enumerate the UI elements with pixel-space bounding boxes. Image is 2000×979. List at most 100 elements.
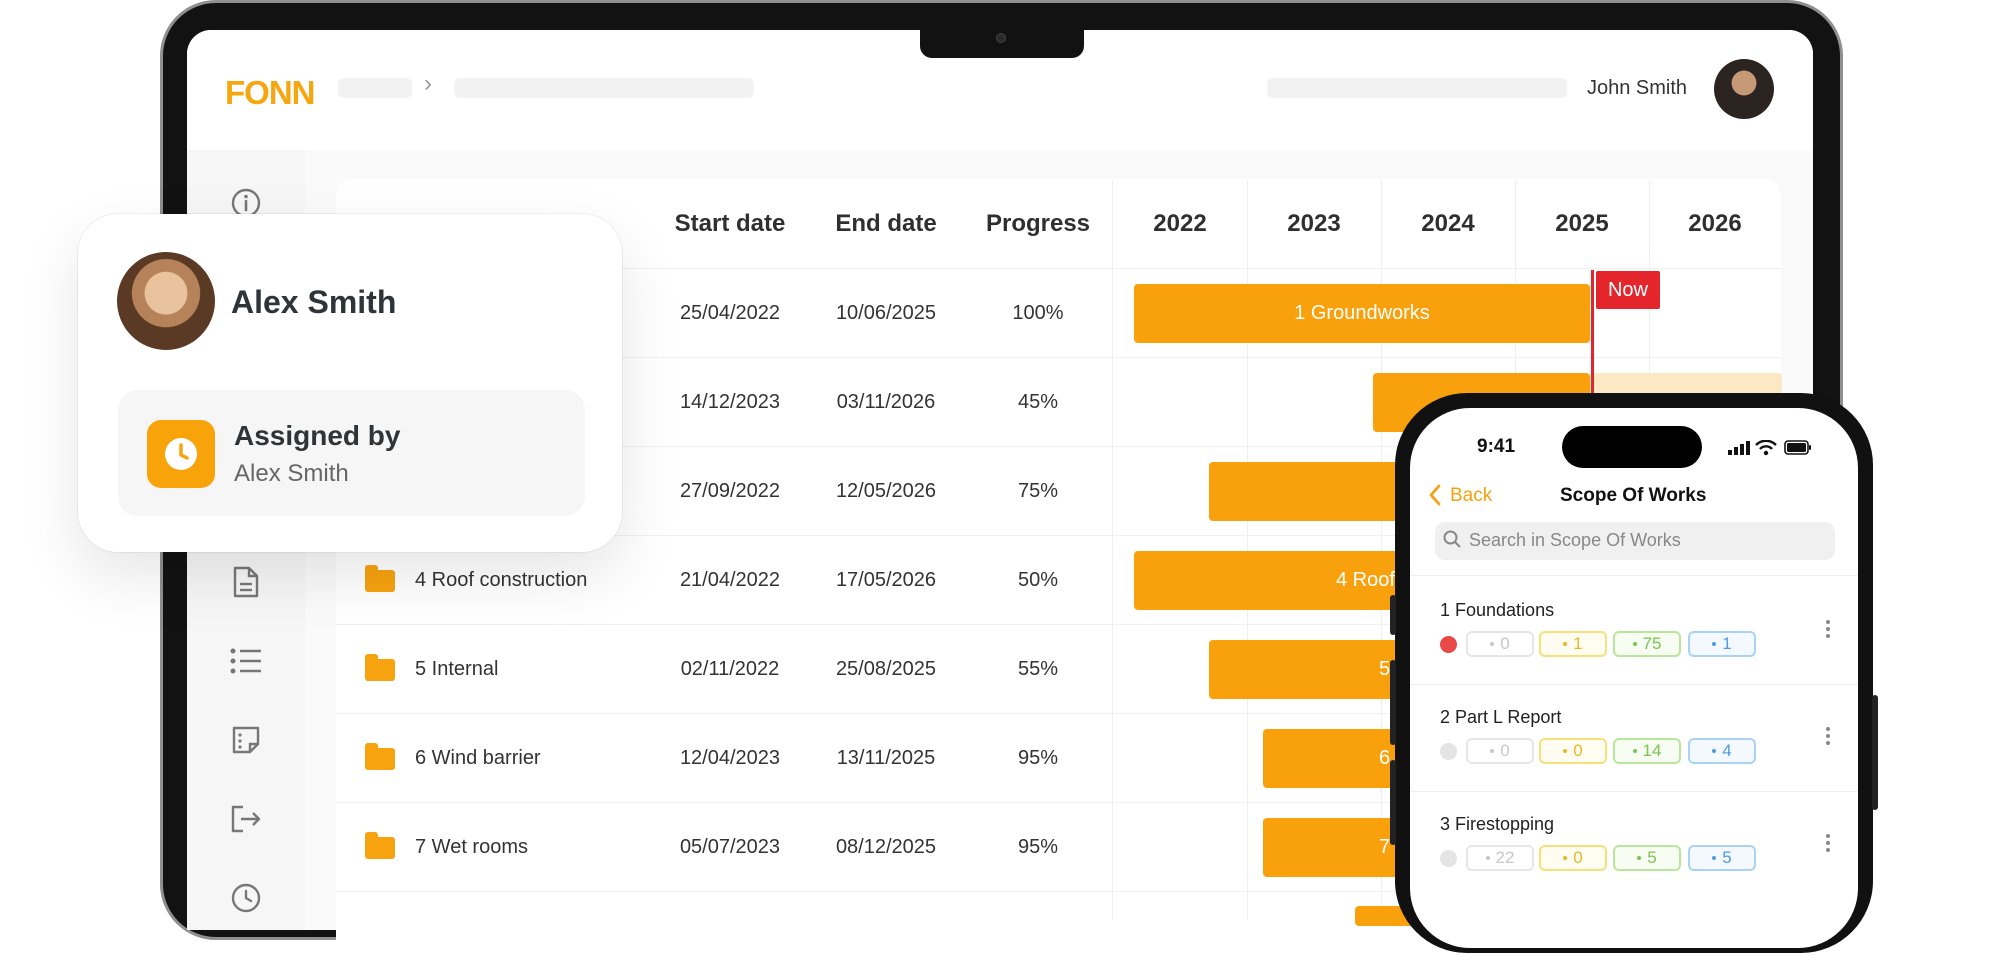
row-divider	[336, 535, 1781, 536]
gantt-bar-label: 7	[1379, 836, 1391, 858]
gantt-bar-label: 4 Roof	[1336, 569, 1395, 591]
end-date: 12/05/2026	[835, 480, 937, 502]
scope-item-title[interactable]: 3 Firestopping	[1440, 814, 1555, 834]
row-name[interactable]: 7 Wet rooms	[415, 836, 528, 858]
progress-value: 55%	[1017, 658, 1059, 680]
start-date: 05/07/2023	[679, 836, 781, 858]
start-date: 02/11/2022	[680, 658, 780, 680]
phone-side-button	[1390, 595, 1396, 635]
start-date: 14/12/2023	[679, 391, 781, 413]
wifi-icon	[1755, 439, 1777, 461]
progress-value: 95%	[1017, 747, 1059, 769]
end-date: 17/05/2026	[835, 569, 937, 591]
now-marker-label: Now	[1596, 271, 1660, 309]
column-header-progress[interactable]: Progress	[985, 210, 1091, 237]
search-input[interactable]	[1435, 522, 1835, 560]
start-date: 25/04/2022	[679, 302, 781, 324]
gantt-bar[interactable]: 1 Groundworks	[1134, 284, 1590, 343]
count-pill: 1	[1539, 631, 1607, 657]
count-pill: 22	[1466, 845, 1534, 871]
count-pill: 0	[1466, 631, 1534, 657]
clock-icon	[147, 420, 215, 488]
more-icon[interactable]	[1826, 727, 1830, 745]
user-avatar[interactable]	[1714, 59, 1774, 119]
signal-icon	[1728, 441, 1750, 460]
battery-icon	[1784, 440, 1812, 460]
search-icon	[1443, 530, 1461, 553]
row-divider	[336, 802, 1781, 803]
assigned-by-label: Assigned by	[234, 420, 401, 451]
phone-side-button	[1390, 760, 1396, 845]
divider	[1410, 684, 1858, 685]
row-name[interactable]: 4 Roof construction	[415, 569, 588, 591]
assigned-by-name: Alex Smith	[234, 460, 349, 487]
count-pill: 14	[1613, 738, 1681, 764]
folder-icon	[365, 743, 395, 770]
start-date: 12/04/2023	[679, 747, 781, 769]
row-name[interactable]: 6 Wind barrier	[415, 747, 541, 769]
dynamic-island	[1562, 426, 1702, 468]
start-date: 21/04/2022	[679, 569, 781, 591]
screen-title: Scope Of Works	[1560, 485, 1707, 506]
count-pill: 0	[1539, 845, 1607, 871]
more-icon[interactable]	[1826, 834, 1830, 852]
end-date: 10/06/2025	[835, 302, 937, 324]
count-pill: 4	[1688, 738, 1756, 764]
row-divider	[336, 891, 1781, 892]
back-chevron-icon[interactable]	[1428, 484, 1442, 511]
gantt-bar-label: 5	[1379, 658, 1391, 680]
scope-item-title[interactable]: 2 Part L Report	[1440, 707, 1562, 727]
logout-icon[interactable]	[229, 802, 263, 836]
phone-power-button	[1872, 695, 1878, 810]
folder-icon	[365, 565, 395, 592]
phone-side-button	[1390, 660, 1396, 745]
header-placeholder	[1267, 78, 1567, 98]
year-header: 2024	[1421, 210, 1475, 237]
progress-value: 45%	[1017, 391, 1059, 413]
gantt-bar-label: 6	[1379, 747, 1391, 769]
now-marker-line	[1591, 270, 1594, 470]
clock-icon[interactable]	[229, 881, 263, 915]
alex-avatar	[117, 252, 215, 350]
divider	[1410, 575, 1858, 576]
folder-icon	[365, 832, 395, 859]
count-pill: 0	[1466, 738, 1534, 764]
folder-icon	[365, 654, 395, 681]
back-button[interactable]: Back	[1450, 485, 1493, 506]
year-gridline	[1381, 180, 1382, 920]
end-date: 13/11/2025	[836, 747, 936, 769]
row-divider	[336, 446, 1781, 447]
breadcrumb-placeholder	[454, 78, 754, 98]
progress-value: 95%	[1017, 836, 1059, 858]
row-name[interactable]: 5 Internal	[415, 658, 499, 680]
end-date: 08/12/2025	[835, 836, 937, 858]
count-pill: 5	[1613, 845, 1681, 871]
document-icon[interactable]	[229, 565, 263, 599]
row-divider	[336, 268, 1781, 269]
scope-item-title[interactable]: 1 Foundations	[1440, 600, 1555, 620]
list-icon[interactable]	[229, 644, 263, 678]
status-dot	[1440, 850, 1457, 867]
fonn-logo[interactable]: FONN	[225, 74, 315, 111]
checklist-note-icon[interactable]	[229, 723, 263, 757]
camera-lens	[996, 33, 1006, 43]
status-time: 9:41	[1477, 436, 1516, 457]
row-divider	[336, 357, 1781, 358]
column-header-end[interactable]: End date	[835, 210, 937, 237]
count-pill: 5	[1688, 845, 1756, 871]
end-date: 25/08/2025	[835, 658, 937, 680]
status-dot	[1440, 636, 1457, 653]
row-divider	[336, 624, 1781, 625]
more-icon[interactable]	[1826, 620, 1830, 638]
count-pill: 1	[1688, 631, 1756, 657]
column-header-start[interactable]: Start date	[674, 210, 786, 237]
status-dot	[1440, 743, 1457, 760]
year-header: 2026	[1688, 210, 1742, 237]
year-gridline	[1247, 180, 1248, 920]
row-divider	[336, 713, 1781, 714]
user-name[interactable]: John Smith	[1587, 77, 1688, 99]
start-date: 27/09/2022	[679, 480, 781, 502]
progress-value: 75%	[1017, 480, 1059, 502]
count-pill: 75	[1613, 631, 1681, 657]
progress-value: 50%	[1017, 569, 1059, 591]
